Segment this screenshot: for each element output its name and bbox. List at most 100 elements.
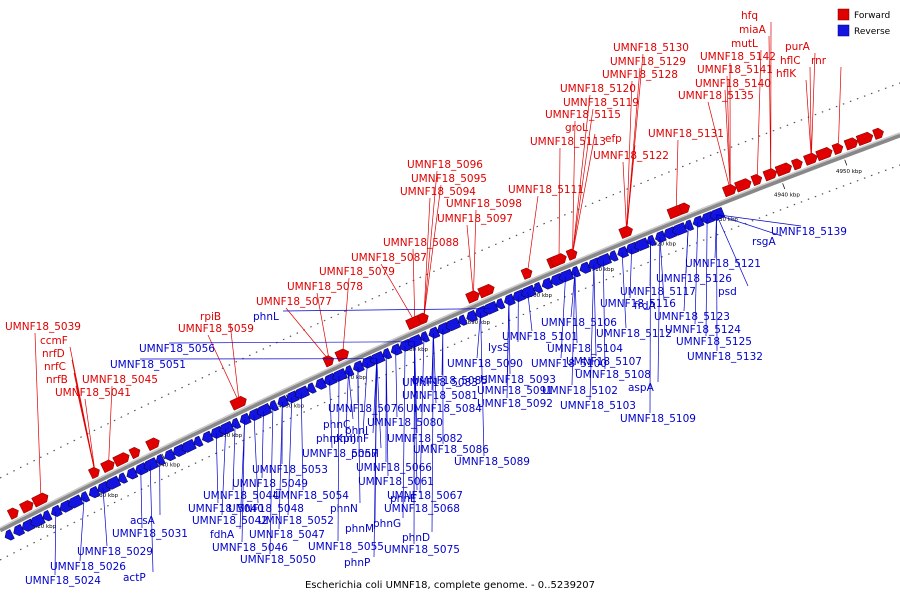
tick-label: 4890 kbp: [464, 320, 490, 326]
legend-forward-swatch: [837, 8, 850, 21]
gene-label: UMNF18_5129: [610, 56, 686, 68]
gene-label: aspA: [628, 382, 655, 394]
leader-line: [423, 170, 438, 318]
tick-label: 4840 kbp: [154, 463, 180, 469]
leader-line: [419, 337, 425, 494]
leader-line: [805, 79, 812, 159]
leader-line: [362, 362, 368, 434]
legend: Forward Reverse: [837, 8, 891, 37]
leader-line: [221, 428, 227, 516]
leader-line: [282, 308, 491, 312]
tick-label: 4880 kbp: [402, 347, 428, 353]
forward-gene-arrow: [872, 127, 884, 140]
gene-label: UMNF18_5132: [687, 351, 763, 363]
leader-line: [287, 397, 293, 516]
gene-label: UMNF18_5039: [5, 321, 81, 333]
reverse-gene-arrow: [105, 475, 122, 490]
forward-gene-arrow: [843, 137, 859, 151]
leader-line: [168, 341, 415, 344]
reverse-gene-arrow: [684, 219, 695, 231]
gene-label: UMNF18_5050: [240, 554, 316, 566]
forward-gene-arrow: [815, 147, 833, 162]
gene-label: UMNF18_5120: [560, 83, 636, 95]
forward-genes: [6, 127, 884, 520]
reverse-gene-arrow: [608, 250, 619, 262]
gene-label: UMNF18_5066: [356, 462, 432, 474]
reverse-genes: [4, 207, 726, 541]
reverse-gene-arrow: [390, 343, 403, 356]
reverse-gene-arrow: [306, 382, 317, 394]
leader-line: [300, 393, 304, 491]
leader-line: [570, 272, 576, 318]
leader-line: [508, 300, 511, 375]
gene-label: UMNF18_5079: [319, 266, 395, 278]
reverse-gene-arrow: [382, 347, 393, 360]
leader-line: [602, 260, 606, 370]
leader-line: [372, 358, 378, 434]
gene-label: UMNF18_5122: [593, 150, 669, 162]
gene-label: psd: [718, 286, 737, 298]
gene-label: acsA: [130, 515, 156, 527]
tick-label: 4850 kbp: [216, 433, 242, 439]
leader-line: [657, 237, 661, 383]
reverse-gene-arrow: [294, 385, 311, 400]
leader-line: [433, 333, 437, 404]
forward-gene-arrow: [100, 459, 115, 474]
gene-label: nrfD: [42, 348, 65, 360]
leader-line: [278, 402, 283, 530]
forward-gene-arrow: [6, 507, 19, 520]
leader-line: [413, 341, 415, 545]
tick-label: 4910 kbp: [588, 267, 614, 273]
gene-label: UMNF18_5109: [620, 413, 696, 425]
leader-line: [348, 371, 354, 420]
gene-label: UMNF18_5057: [302, 448, 378, 460]
leader-line: [466, 224, 474, 297]
leader-line: [572, 120, 576, 254]
leader-line: [423, 184, 442, 318]
leader-line: [716, 214, 802, 227]
forward-gene-arrow: [734, 178, 752, 193]
gene-label: hfq: [741, 10, 758, 22]
gene-label: groL: [565, 122, 588, 134]
leader-line: [232, 424, 236, 491]
gene-label: UMNF18_5086: [413, 444, 489, 456]
gene-label: phnM: [345, 523, 374, 535]
gene-label: UMNF18_5119: [563, 97, 639, 109]
leader-line: [572, 108, 594, 254]
leader-line: [241, 419, 245, 543]
reverse-gene-arrow: [13, 523, 26, 537]
gene-label: UMNF18_5068: [384, 503, 460, 515]
reverse-gene-arrow: [596, 252, 613, 267]
gene-label: UMNF18_5123: [654, 311, 730, 323]
reverse-gene-arrow: [521, 284, 537, 299]
gene-label: phnN: [330, 503, 358, 515]
leader-line: [414, 341, 418, 434]
leader-line: [480, 312, 485, 457]
forward-gene-arrow: [855, 131, 874, 147]
gene-label: UMNF18_5100: [531, 358, 607, 370]
gene-label: UMNF18_5140: [695, 78, 771, 90]
leader-line: [108, 385, 113, 466]
gene-label: UMNF18_5083: [402, 377, 478, 389]
gene-label: UMNF18_5088: [383, 237, 459, 249]
forward-gene-arrow: [803, 152, 818, 166]
leader-line: [316, 292, 330, 361]
forward-gene-arrow: [87, 466, 100, 480]
map-caption: Escherichia coli UMNF18, complete genome…: [305, 580, 595, 591]
leader-line: [527, 292, 533, 332]
gene-label: UMNF18_5111: [508, 184, 584, 196]
forward-gene-arrow: [520, 267, 533, 280]
gene-label: UMNF18_5121: [685, 258, 761, 270]
gene-label: UMNF18_5115: [545, 109, 621, 121]
forward-gene-arrow: [416, 312, 429, 325]
gene-label: UMNF18_5097: [437, 213, 513, 225]
gene-label: UMNF18_5116: [600, 298, 676, 310]
gene-label: phnK: [316, 433, 344, 445]
leader-line: [593, 264, 597, 357]
forward-gene-arrow: [465, 290, 480, 304]
gene-label: frdA: [634, 300, 656, 312]
gene-label: efp: [605, 133, 622, 145]
reverse-gene-arrow: [80, 491, 91, 503]
leader-line: [473, 209, 477, 297]
